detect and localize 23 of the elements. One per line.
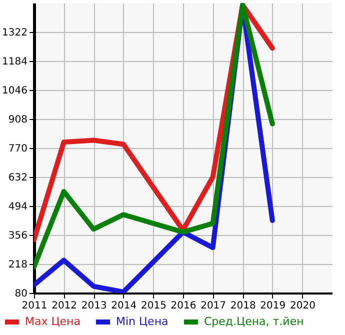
y-tick-label: 632 [8, 172, 28, 184]
y-tick-label: 770 [8, 144, 28, 154]
legend-label: Max Цена [25, 315, 80, 328]
y-tick-label: 218 [8, 260, 28, 270]
legend-label: Сред.Цена, т.йен [204, 315, 304, 328]
x-tick-label: 2014 [111, 300, 137, 312]
y-tick-label: 1046 [2, 86, 28, 96]
x-tick-label: 2013 [81, 300, 107, 312]
legend-label: Min Цена [116, 315, 168, 328]
y-tick-label: 80 [14, 288, 28, 300]
x-tick-label: 2018 [230, 300, 256, 312]
x-tick-label: 2016 [170, 300, 196, 312]
x-tick-label: 2015 [140, 300, 166, 312]
x-tick-label: 2017 [200, 300, 226, 312]
x-tick-label: 2020 [290, 300, 316, 312]
y-tick-label: 1184 [2, 56, 28, 68]
y-tick-label: 494 [8, 202, 28, 212]
y-tick-label: 356 [8, 230, 28, 242]
x-tick-label: 2011 [22, 300, 48, 312]
y-tick-label: 908 [8, 114, 28, 126]
x-tick-label: 2019 [260, 300, 286, 312]
x-tick-label: 2012 [52, 300, 78, 312]
y-tick-label: 1322 [2, 28, 28, 38]
